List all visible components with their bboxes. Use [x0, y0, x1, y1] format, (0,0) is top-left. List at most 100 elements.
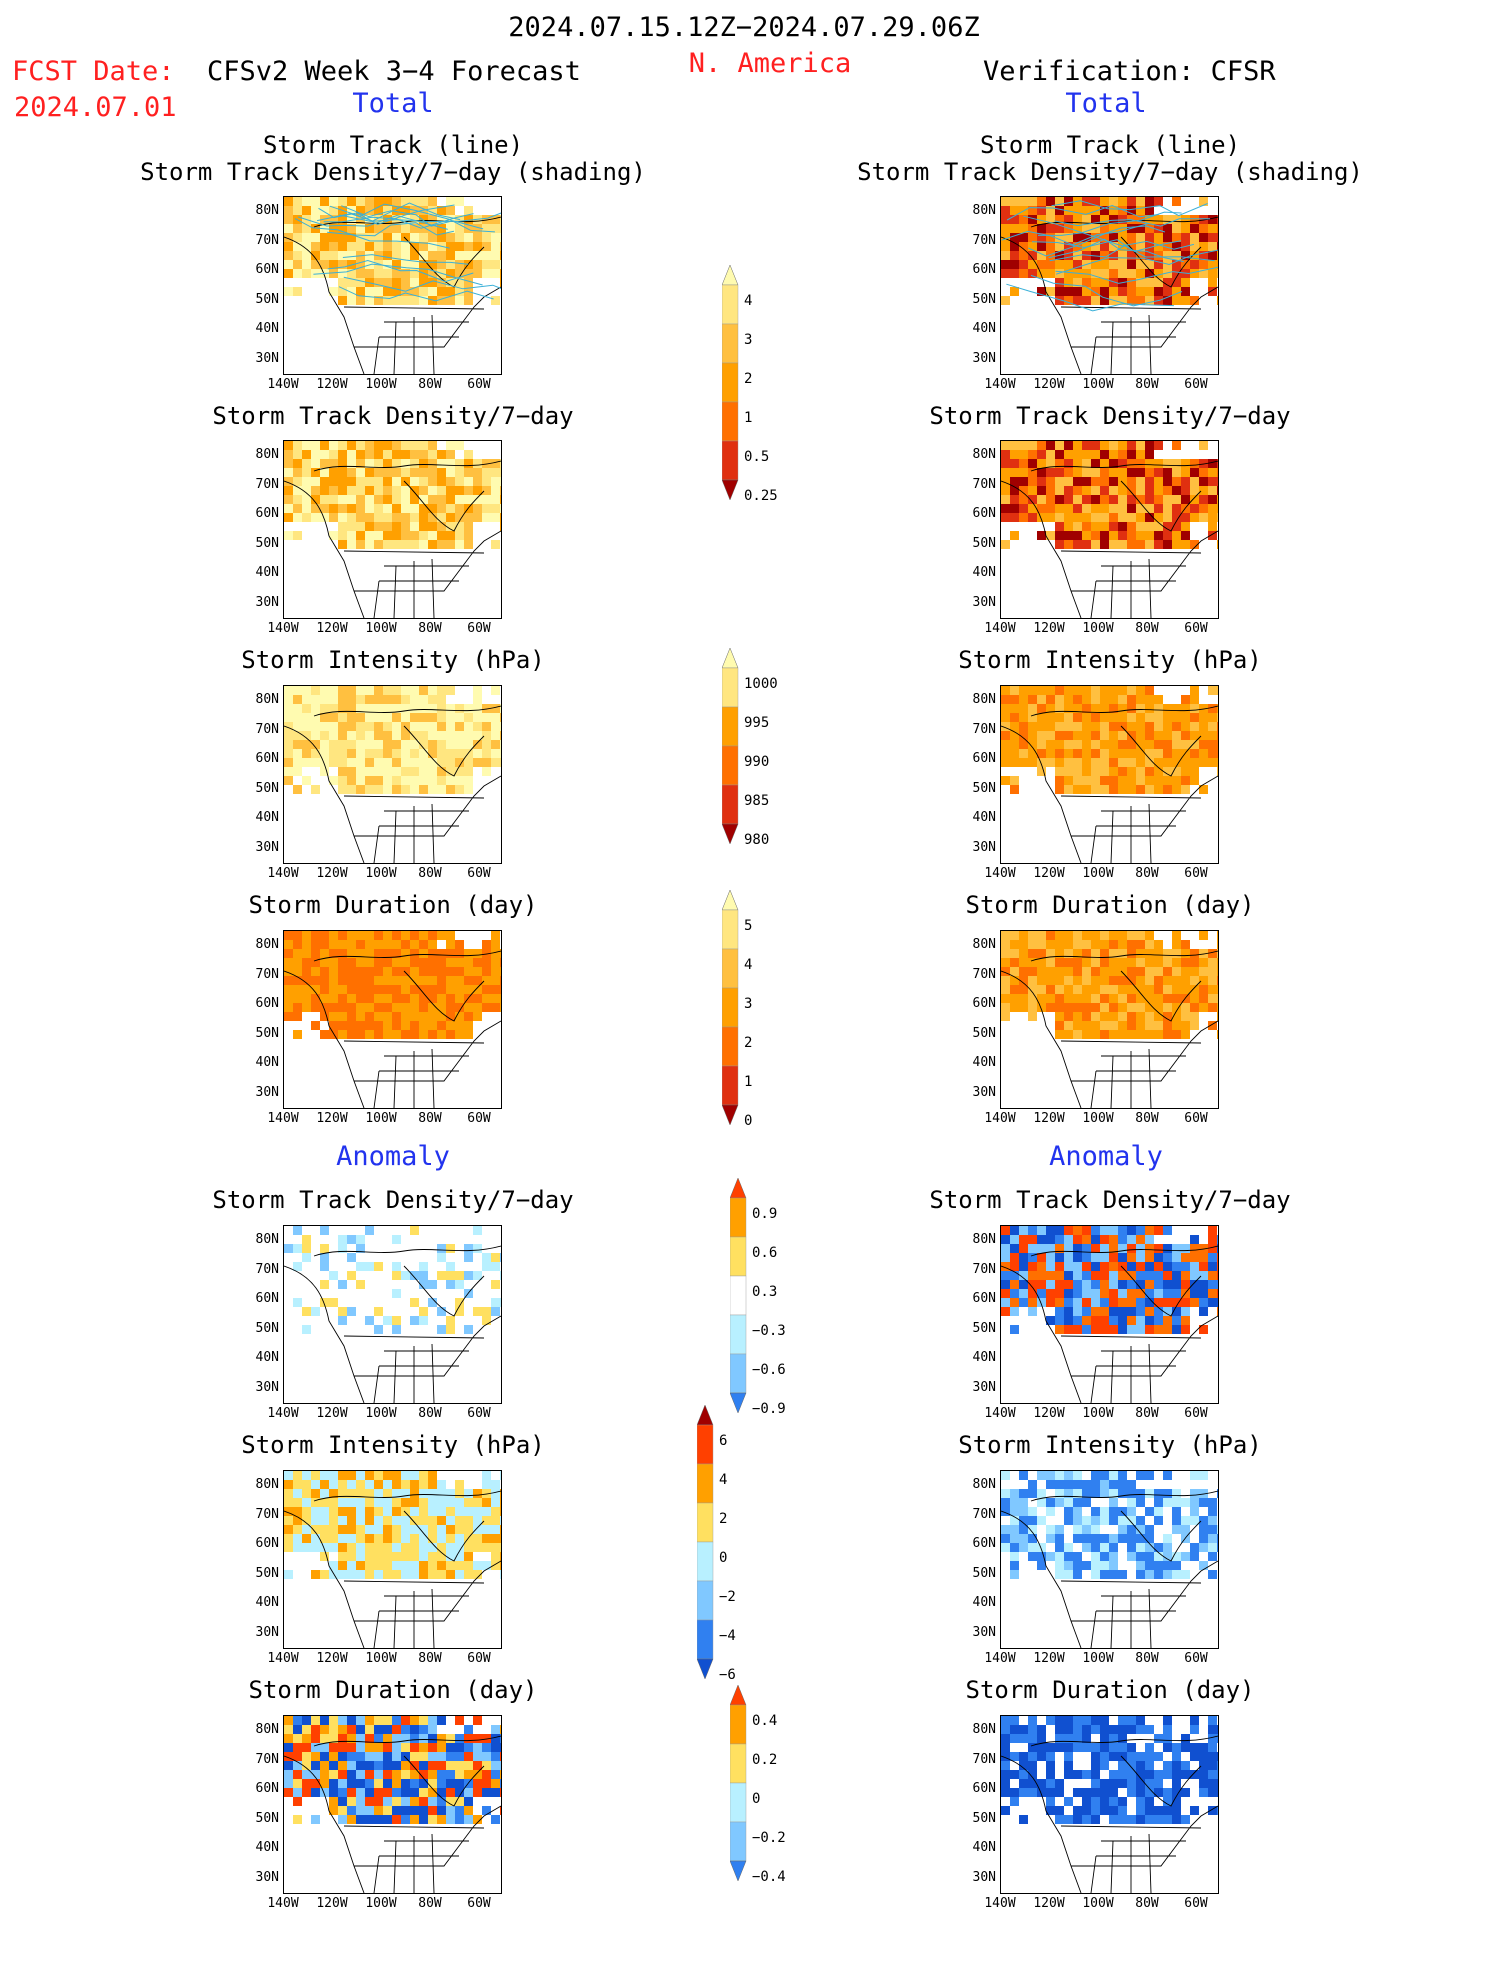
- shade-cell: [311, 1298, 320, 1307]
- shade-cell: [1145, 1262, 1154, 1271]
- shade-cell: [491, 1480, 500, 1489]
- shade-cell: [1172, 976, 1181, 985]
- shade-cell: [446, 1271, 455, 1280]
- shade-cell: [1010, 1489, 1019, 1498]
- shade-cell: [464, 1752, 473, 1761]
- shade-cell: [338, 513, 347, 522]
- shade-cell: [1190, 1021, 1199, 1030]
- shade-cell: [356, 785, 365, 794]
- shade-cell: [1199, 1307, 1208, 1316]
- shade-cell: [419, 731, 428, 740]
- shade-cell: [1217, 1779, 1218, 1788]
- shade-cell: [374, 242, 383, 251]
- shade-cell: [1109, 1480, 1118, 1489]
- shade-cell: [1154, 967, 1163, 976]
- shade-cell: [419, 531, 428, 540]
- shade-cell: [1118, 269, 1127, 278]
- shade-cell: [392, 1770, 401, 1779]
- shade-cell: [455, 1298, 464, 1307]
- shade-cell: [1199, 967, 1208, 976]
- shade-cell: [419, 1815, 428, 1824]
- shade-cell: [1064, 468, 1073, 477]
- shade-cell: [320, 459, 329, 468]
- shade-cell: [482, 1316, 491, 1325]
- shade-cell: [1046, 749, 1055, 758]
- shade-cell: [419, 233, 428, 242]
- shade-cell: [1172, 1003, 1181, 1012]
- lat-tick-label: 30N: [255, 839, 279, 855]
- shade-cell: [464, 450, 473, 459]
- shade-cell: [1073, 767, 1082, 776]
- shade-cell: [302, 931, 311, 940]
- shade-cell: [365, 1788, 374, 1797]
- shade-cell: [1082, 1552, 1091, 1561]
- shade-cell: [347, 1480, 356, 1489]
- shade-cell: [284, 441, 293, 450]
- shade-cell: [1190, 1770, 1199, 1779]
- shade-cell: [1199, 260, 1208, 269]
- shade-cell: [1082, 1570, 1091, 1579]
- shade-cell: [1019, 758, 1028, 767]
- shade-cell: [1208, 459, 1217, 468]
- shade-cell: [1001, 1743, 1010, 1752]
- shade-cell: [464, 776, 473, 785]
- shade-cell: [410, 540, 419, 549]
- shade-cell: [338, 1743, 347, 1752]
- lat-tick-label: 50N: [255, 1320, 279, 1336]
- shade-cell: [329, 486, 338, 495]
- shade-cell: [374, 1021, 383, 1030]
- shade-cell: [419, 976, 428, 985]
- shade-cell: [491, 967, 500, 976]
- lon-tick-label: 60W: [467, 1111, 491, 1126]
- shade-cell: [1028, 1235, 1037, 1244]
- shade-cell: [1136, 206, 1145, 215]
- shade-cell: [302, 450, 311, 459]
- shade-cell: [1217, 1752, 1218, 1761]
- shade-cell: [374, 233, 383, 242]
- shade-cell: [419, 994, 428, 1003]
- shade-cell: [491, 251, 500, 260]
- shade-cell: [284, 686, 293, 695]
- shade-cell: [491, 1307, 500, 1316]
- shade-cell: [1028, 1253, 1037, 1262]
- shade-cell: [311, 994, 320, 1003]
- shade-cell: [410, 1253, 419, 1262]
- shade-cell: [1010, 713, 1019, 722]
- shade-cell: [1163, 296, 1172, 305]
- shade-cell: [1046, 967, 1055, 976]
- shade-cell: [284, 940, 293, 949]
- shade-cell: [1028, 1534, 1037, 1543]
- shade-cell: [1073, 740, 1082, 749]
- shade-cell: [401, 296, 410, 305]
- shade-cell: [1091, 1271, 1100, 1280]
- shade-cell: [338, 1480, 347, 1489]
- shade-cell: [1082, 1498, 1091, 1507]
- shade-cell: [419, 776, 428, 785]
- shade-cell: [1217, 1498, 1218, 1507]
- shade-cell: [392, 1734, 401, 1743]
- shade-cell: [428, 206, 437, 215]
- shade-cell: [1073, 1534, 1082, 1543]
- shade-cell: [356, 504, 365, 513]
- shade-cell: [1145, 513, 1154, 522]
- shade-cell: [1217, 767, 1218, 776]
- shade-cell: [1046, 1761, 1055, 1770]
- shade-cell: [365, 1806, 374, 1815]
- shade-cell: [1154, 713, 1163, 722]
- shade-cell: [1136, 1752, 1145, 1761]
- shade-cell: [293, 758, 302, 767]
- shade-cell: [1055, 1289, 1064, 1298]
- shade-cell: [1073, 1752, 1082, 1761]
- shade-cell: [1046, 233, 1055, 242]
- shade-cell: [1181, 785, 1190, 794]
- shade-cell: [1181, 1316, 1190, 1325]
- shade-cell: [1100, 1316, 1109, 1325]
- colorbar-segment: [729, 1275, 747, 1316]
- shade-cell: [1109, 1516, 1118, 1525]
- lat-tick-label: 50N: [972, 1565, 996, 1581]
- shade-cell: [1181, 1788, 1190, 1797]
- shade-cell: [1154, 731, 1163, 740]
- shade-cell: [1136, 495, 1145, 504]
- shade-cell: [1199, 1752, 1208, 1761]
- shade-cell: [437, 695, 446, 704]
